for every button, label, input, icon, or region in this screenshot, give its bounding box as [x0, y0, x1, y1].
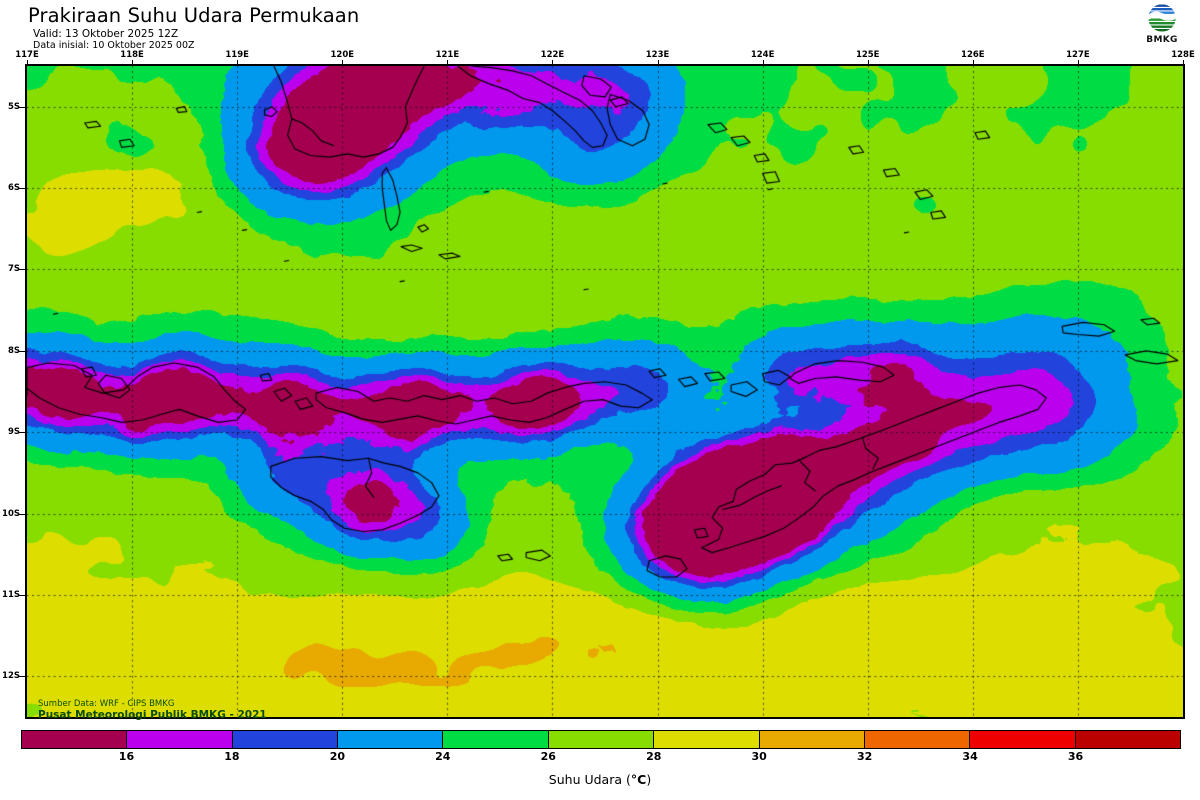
- x-axis-tick-label: 121E: [435, 50, 460, 60]
- colorbar-band: [864, 731, 971, 748]
- colorbar-band: [1075, 731, 1180, 748]
- page-title: Prakiraan Suhu Udara Permukaan: [28, 4, 360, 27]
- map-header: Prakiraan Suhu Udara Permukaan Valid: 13…: [0, 0, 1200, 54]
- bmkg-globe-icon: [1147, 3, 1177, 33]
- y-axis-tick-label: 12S: [2, 671, 20, 682]
- x-axis-tick: [972, 60, 974, 64]
- y-axis-tick: [19, 594, 25, 596]
- colorbar-title-end: ): [646, 772, 652, 787]
- colorbar-band: [443, 731, 549, 748]
- colorbar-band: [127, 731, 233, 748]
- x-axis-tick: [657, 60, 659, 64]
- x-axis-tick: [447, 60, 449, 64]
- colorbar-title: Suhu Udara (°C): [0, 772, 1200, 787]
- colorbar-band: [22, 731, 128, 748]
- x-axis-tick: [27, 60, 28, 64]
- temperature-field-canvas: [27, 66, 1183, 717]
- colorbar-band: [548, 731, 655, 748]
- colorbar-tick-label: 28: [646, 750, 662, 763]
- y-axis-tick-label: 7S: [7, 264, 20, 275]
- x-axis-tick-label: 123E: [645, 50, 670, 60]
- y-axis-tick-label: 8S: [7, 345, 20, 356]
- x-axis-tick-label: 124E: [750, 50, 775, 60]
- y-axis-tick: [19, 350, 25, 352]
- bmkg-logo: BMKG: [1132, 2, 1192, 52]
- x-axis-tick: [237, 60, 239, 64]
- colorbar-tick-label: 24: [435, 750, 451, 763]
- x-axis-tick-label: 128E: [1171, 50, 1195, 60]
- colorbar-band: [654, 731, 760, 748]
- organization-label: Pusat Meteorologi Publik BMKG - 2021: [38, 709, 267, 721]
- colorbar-ticks: 16 18 20 24 26 28 30 32 34 36: [21, 750, 1181, 766]
- y-axis-tick-label: 6S: [7, 183, 20, 194]
- colorbar: [21, 730, 1181, 749]
- x-axis-tick: [1077, 60, 1079, 64]
- y-axis-tick: [19, 432, 25, 434]
- colorbar-tick-label: 32: [856, 750, 873, 763]
- colorbar-tick-label: 34: [962, 750, 978, 763]
- temperature-map[interactable]: [25, 64, 1185, 719]
- y-axis-tick-label: 11S: [2, 589, 20, 600]
- initial-data-label: Data inisial: 10 Oktober 2025 00Z: [33, 40, 195, 51]
- x-axis-tick: [1183, 60, 1184, 64]
- colorbar-tick-label: 30: [751, 750, 767, 763]
- x-axis-tick: [552, 60, 554, 64]
- colorbar-tick-label: 26: [540, 750, 556, 763]
- y-axis-tick: [19, 269, 25, 271]
- colorbar-band: [970, 731, 1076, 748]
- x-axis-tick: [762, 60, 764, 64]
- colorbar-tick-label: 16: [118, 750, 135, 763]
- y-axis-tick-label: 9S: [7, 427, 20, 438]
- x-axis-tick-label: 120E: [330, 50, 355, 60]
- y-axis-tick-label: 5S: [7, 101, 20, 112]
- x-axis-tick-label: 125E: [855, 50, 880, 60]
- valid-time-label: Valid: 13 Oktober 2025 12Z: [33, 28, 179, 40]
- y-axis-tick-label: 10S: [2, 508, 20, 519]
- bmkg-logo-text: BMKG: [1146, 35, 1178, 45]
- data-source-label: Sumber Data: WRF - CIPS BMKG: [38, 699, 175, 709]
- x-axis-tick-label: 122E: [540, 50, 565, 60]
- colorbar-tick-label: 18: [224, 750, 240, 763]
- x-axis-tick-label: 127E: [1066, 50, 1090, 60]
- y-axis-tick: [19, 513, 25, 515]
- x-axis-tick: [867, 60, 869, 64]
- colorbar-title-main: Suhu Udara (: [548, 772, 631, 787]
- colorbar-band: [232, 731, 339, 748]
- colorbar-tick-label: 36: [1067, 750, 1084, 763]
- x-axis-tick-label: 126E: [961, 50, 985, 60]
- x-axis-tick-label: 118E: [120, 50, 144, 60]
- y-axis-tick: [19, 676, 25, 678]
- y-axis-tick: [19, 188, 25, 190]
- colorbar-band: [338, 731, 444, 748]
- y-axis-tick: [19, 106, 25, 108]
- colorbar-unit: °C: [630, 772, 647, 787]
- colorbar-band: [759, 731, 865, 748]
- x-axis-tick: [132, 60, 134, 64]
- colorbar-tick-label: 20: [329, 750, 346, 763]
- x-axis-tick-label: 119E: [225, 50, 249, 60]
- x-axis-tick-label: 117E: [15, 50, 39, 60]
- x-axis-tick: [342, 60, 344, 64]
